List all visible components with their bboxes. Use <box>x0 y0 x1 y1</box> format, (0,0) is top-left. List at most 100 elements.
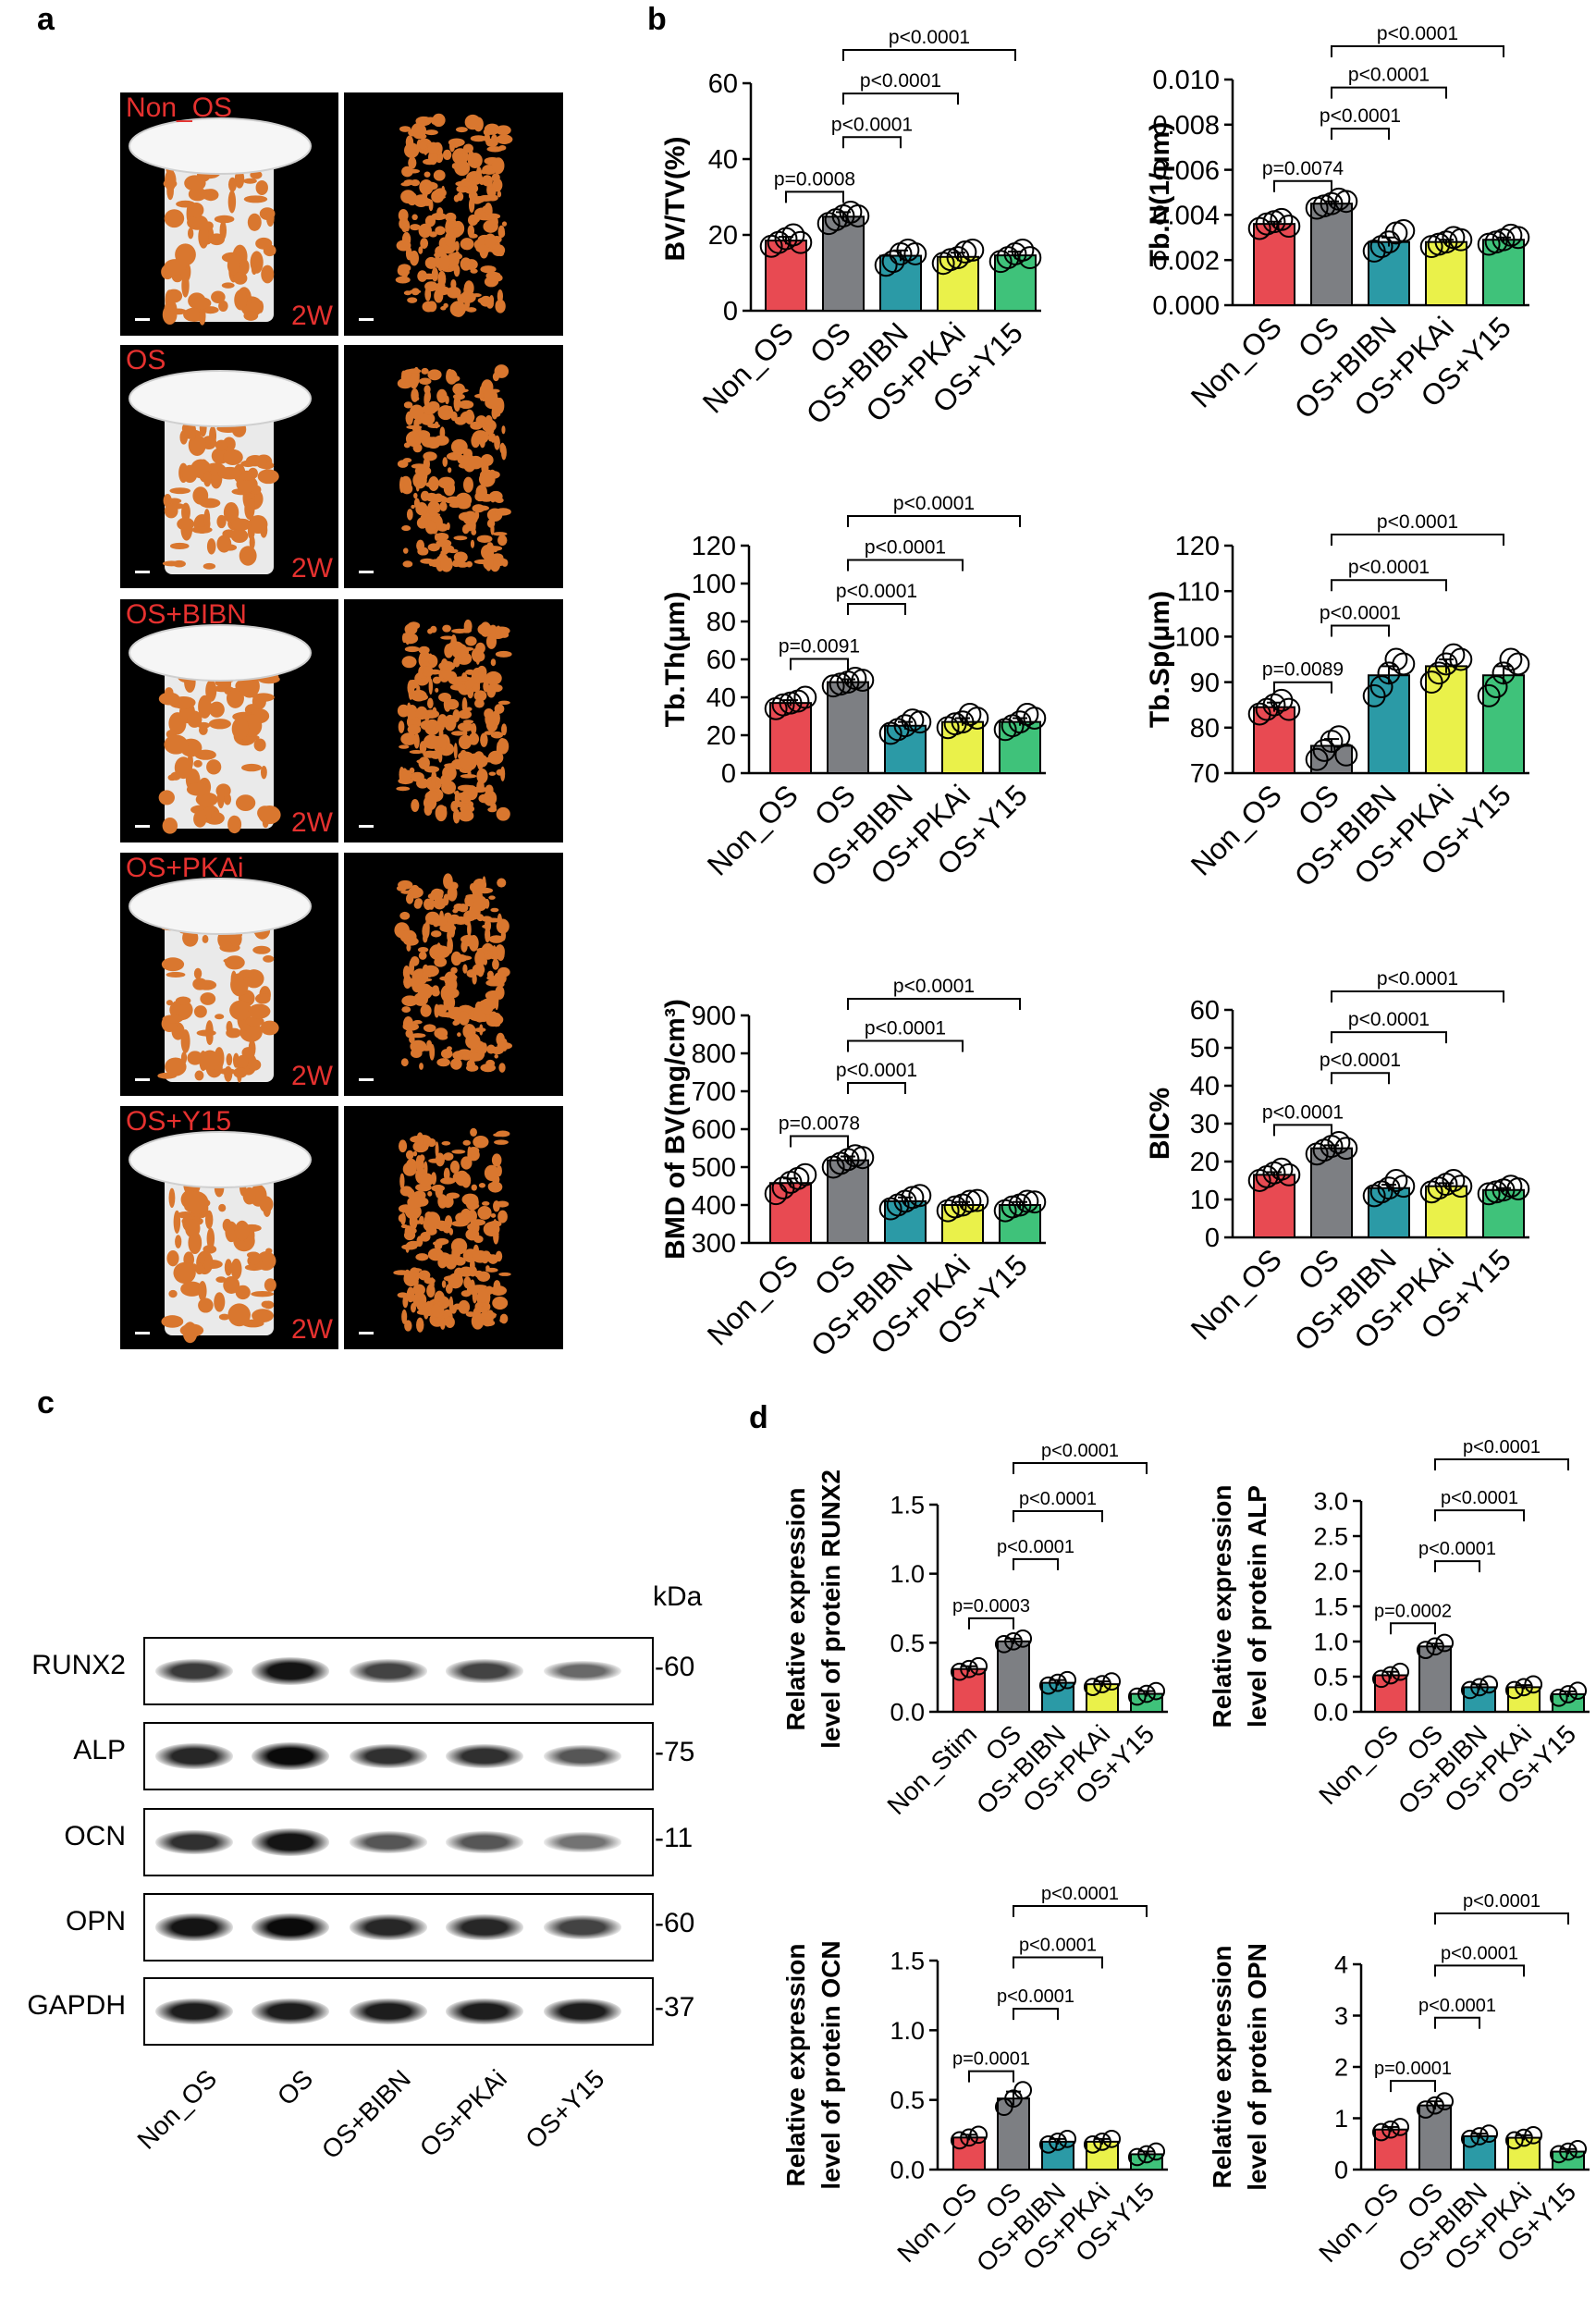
p-value-label: p<0.0001 <box>836 1060 917 1081</box>
microct-implant-view: OS 2W <box>120 345 338 588</box>
data-point <box>1137 2145 1156 2164</box>
implant-render <box>129 1131 312 1344</box>
y-tick-label: 20 <box>1190 1148 1220 1177</box>
p-value-label: p<0.0001 <box>1320 105 1401 127</box>
data-point <box>1384 1169 1408 1192</box>
y-tick-label: 100 <box>692 570 736 599</box>
y-tick-label: 2.5 <box>1313 1522 1348 1550</box>
significance-bracket <box>1331 579 1447 592</box>
x-tick-label: Non_Stim <box>881 1719 982 1820</box>
y-axis-label: Relative expression <box>781 1943 810 2186</box>
significance-bracket <box>1013 1956 1103 1969</box>
data-point <box>1426 1637 1444 1656</box>
microct-bone-view <box>344 345 563 588</box>
y-axis-label: Relative expression <box>1208 1945 1236 2188</box>
y-tick-label: 1.5 <box>1313 1593 1348 1620</box>
p-value-label: p<0.0001 <box>860 70 941 92</box>
significance-bracket <box>1331 1031 1447 1044</box>
data-point <box>1416 2100 1435 2119</box>
data-point <box>1477 683 1501 707</box>
y-tick-label: 20 <box>706 721 736 751</box>
data-point <box>1504 1680 1524 1700</box>
p-value-label: p<0.0001 <box>997 1537 1074 1557</box>
p-value-label: p<0.0001 <box>1463 1891 1541 1912</box>
y-tick-label: 40 <box>1190 1072 1220 1101</box>
protein-band <box>155 1998 233 2025</box>
data-point <box>965 707 989 730</box>
y-axis-label: level of protein RUNX2 <box>816 1470 845 1749</box>
data-point <box>950 1662 969 1681</box>
data-point <box>1568 1681 1588 1701</box>
data-point <box>1381 1666 1400 1685</box>
microct-bone-view <box>344 92 563 336</box>
significance-bracket <box>1013 2008 1059 2021</box>
data-point <box>1147 2142 1166 2161</box>
significance-bracket <box>1013 1462 1148 1474</box>
y-tick-label: 70 <box>1190 759 1220 789</box>
bar <box>937 255 979 312</box>
data-point <box>1327 1131 1351 1154</box>
molecular-weight-label: -60 <box>655 1908 695 1938</box>
p-value-label: p=0.0078 <box>779 1113 860 1135</box>
data-point <box>1506 1177 1530 1200</box>
y-tick-label: 700 <box>692 1077 736 1107</box>
data-point <box>1369 675 1393 698</box>
p-value-label: p<0.0001 <box>865 1018 946 1039</box>
data-point <box>1391 1662 1410 1681</box>
y-tick-label: 300 <box>692 1229 736 1259</box>
data-point <box>1377 1176 1401 1200</box>
data-point <box>1023 707 1047 730</box>
data-point <box>994 1634 1013 1654</box>
data-point <box>1093 1675 1111 1693</box>
y-tick-label: 600 <box>692 1115 736 1145</box>
y-tick-label: 0.006 <box>1152 156 1220 186</box>
data-point <box>1038 1676 1058 1695</box>
data-point <box>1093 2133 1111 2151</box>
protein-band <box>544 1745 621 1767</box>
p-value-label: p=0.0002 <box>1374 1601 1452 1621</box>
protein-band <box>446 1659 523 1683</box>
p-value-label: p<0.0001 <box>1441 1488 1518 1508</box>
p-value-label: p<0.0001 <box>889 27 970 48</box>
p-value-label: p<0.0001 <box>831 114 913 135</box>
data-point <box>1549 1688 1568 1707</box>
protein-band <box>446 1743 523 1769</box>
data-point <box>1449 228 1473 252</box>
significance-bracket <box>842 92 959 105</box>
p-value-label: p<0.0001 <box>1377 511 1458 533</box>
data-point <box>1449 647 1473 671</box>
p-value-label: p<0.0001 <box>1418 1539 1496 1559</box>
scale-bar <box>359 318 374 321</box>
implant-render <box>129 117 312 326</box>
data-point <box>1270 1157 1294 1181</box>
p-value-label: p=0.0008 <box>774 168 855 190</box>
significance-bracket <box>785 191 844 203</box>
bar <box>1086 1683 1119 1713</box>
protein-band <box>446 1998 523 2025</box>
data-point <box>1013 1629 1033 1648</box>
significance-bracket <box>790 658 849 670</box>
significance-bracket <box>1390 2080 1436 2093</box>
p-value-label: p<0.0001 <box>1348 557 1430 578</box>
data-point <box>1427 661 1451 685</box>
data-point <box>1262 693 1286 717</box>
data-point <box>1515 2128 1533 2147</box>
significance-bracket <box>1273 179 1332 192</box>
data-point <box>960 1659 978 1679</box>
y-axis-label: Tb.N(1/μm) <box>1145 122 1175 267</box>
data-point <box>1334 1137 1358 1161</box>
scale-bar <box>135 571 150 573</box>
protein-label: OPN <box>65 1906 126 1937</box>
p-value-label: p<0.0001 <box>836 581 917 602</box>
y-axis-label: BIC% <box>1145 1088 1175 1160</box>
significance-bracket <box>1331 624 1390 637</box>
data-point <box>1004 1632 1023 1651</box>
data-point <box>1506 652 1530 676</box>
data-point <box>1018 246 1042 270</box>
data-point <box>1524 2125 1543 2145</box>
data-point <box>1277 1162 1301 1187</box>
data-point <box>1392 652 1416 676</box>
p-value-label: p<0.0001 <box>865 537 946 559</box>
y-tick-label: 0 <box>1334 2156 1348 2183</box>
